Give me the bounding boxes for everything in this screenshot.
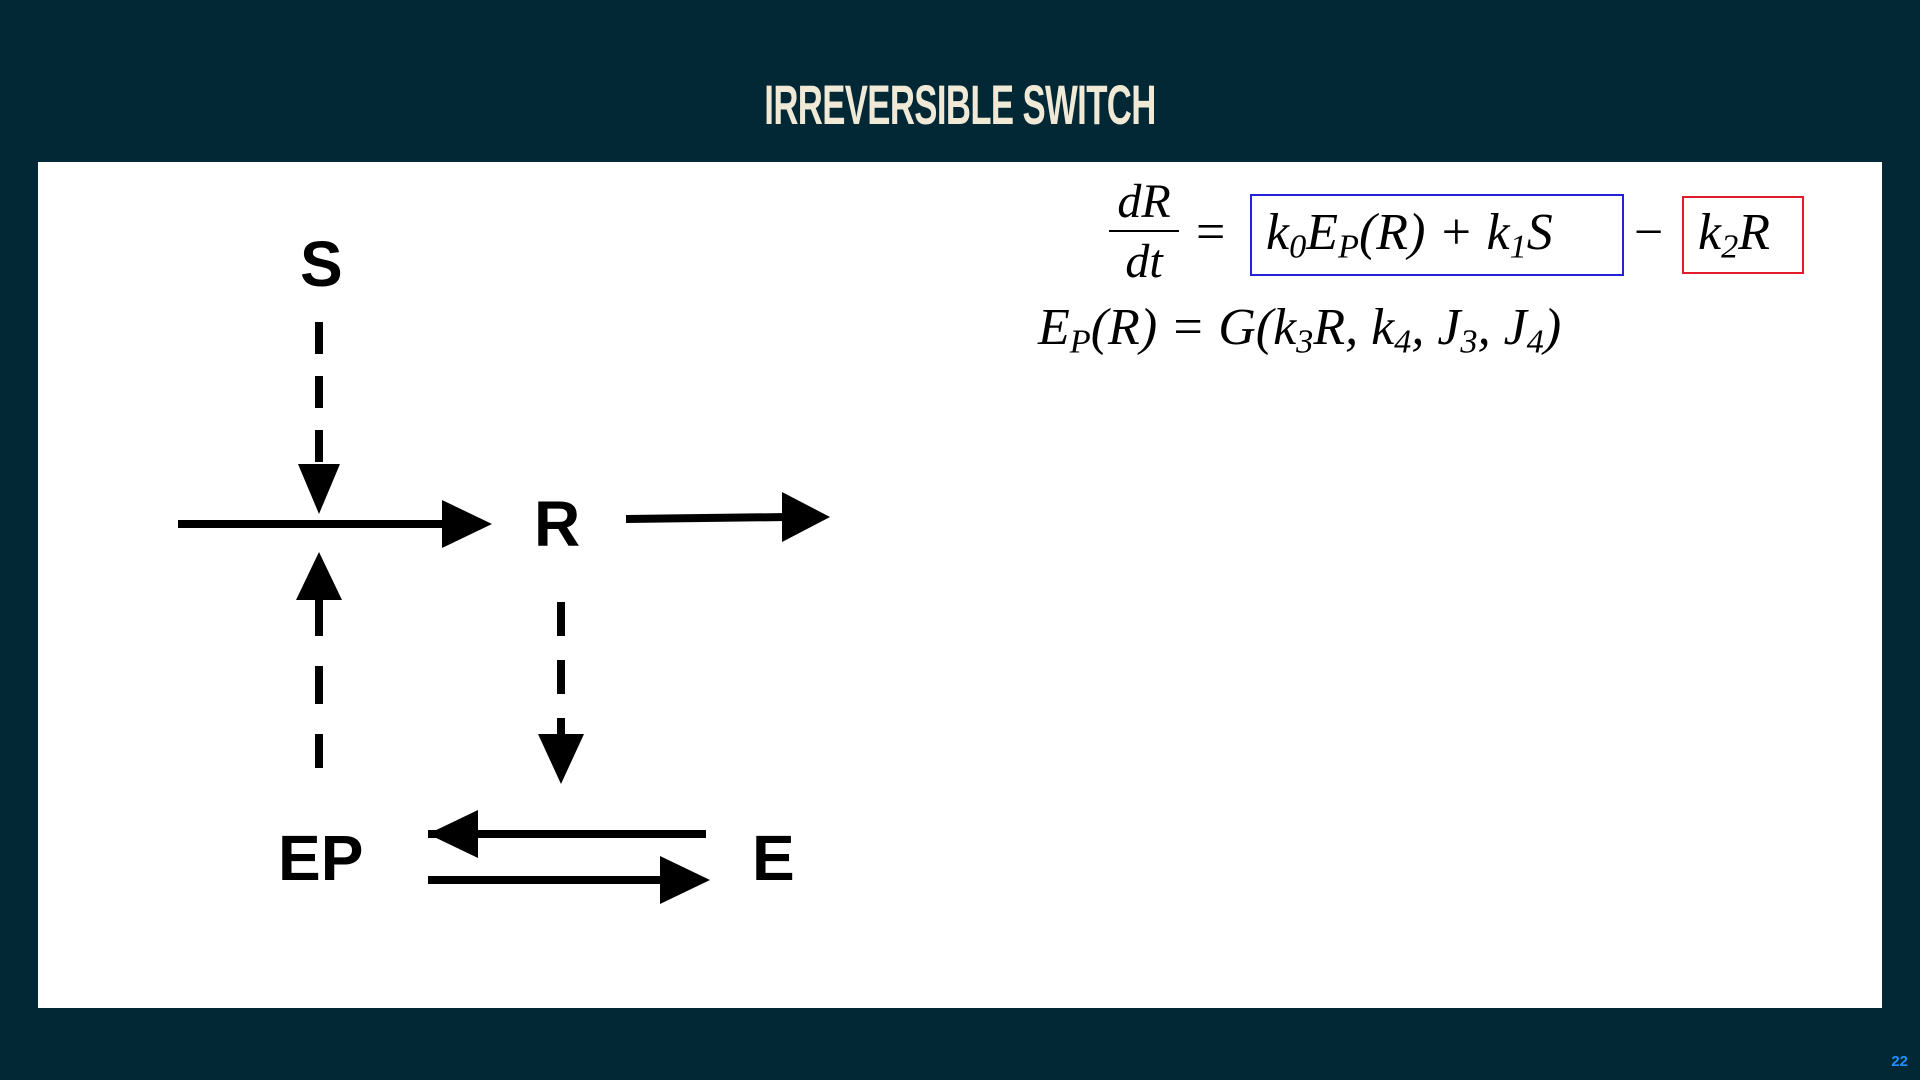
j3-subscript: 3: [1460, 322, 1478, 361]
eq1-minus: −: [1634, 204, 1664, 261]
reaction-diagram: [178, 322, 830, 904]
degradation-arrow-head: [782, 492, 830, 542]
page-number: 22: [1891, 1053, 1908, 1070]
r-symbol: R: [1738, 204, 1771, 261]
k2-symbol: k: [1698, 204, 1722, 261]
derivative-fraction: dR dt: [1109, 178, 1179, 286]
k4-subscript: 4: [1394, 322, 1412, 361]
node-e: E: [752, 822, 795, 894]
eq2-e-symbol: E: [1038, 299, 1070, 356]
eq2-after-k3: R, k: [1313, 299, 1395, 356]
degradation-arrow-line: [625, 513, 789, 523]
k1-subscript: 1: [1509, 227, 1527, 266]
eq2-middle: (R) = G(k: [1090, 299, 1297, 356]
content-panel: S R EP E dR dt = k0EP(R) + k1S − k2R EP(…: [38, 162, 1882, 1008]
derivative-denominator: dt: [1125, 235, 1163, 288]
degradation-term: k2R: [1698, 204, 1771, 264]
k2-subscript: 2: [1721, 227, 1739, 266]
node-r: R: [534, 488, 581, 560]
production-term-box: [1250, 194, 1624, 276]
eq2-after-k4: , J: [1411, 299, 1461, 356]
e-to-ep-arrow-head: [428, 810, 478, 858]
j4-subscript: 4: [1526, 322, 1544, 361]
r-dashed-arrow-head: [538, 734, 584, 784]
ep-symbol: E: [1306, 204, 1339, 261]
slide-title: IRREVERSIBLE SWITCH: [764, 73, 1156, 136]
node-ep: EP: [278, 822, 364, 894]
s-dashed-arrow-head: [298, 464, 340, 514]
eq2-close-paren: ): [1543, 299, 1562, 356]
k0-subscript: 0: [1289, 227, 1307, 266]
eq2-e-subscript: P: [1069, 322, 1091, 361]
production-term: k0EP(R) + k1S: [1266, 204, 1553, 264]
ep-to-e-arrow-head: [660, 856, 710, 904]
ep-subscript: P: [1338, 227, 1359, 266]
eq1-equals: =: [1196, 204, 1226, 261]
ep-dashed-arrow-head: [296, 552, 342, 600]
node-s: S: [300, 228, 343, 300]
derivative-numerator: dR: [1109, 178, 1179, 232]
ep-function-equation: EP(R) = G(k3R, k4, J3, J4): [1038, 299, 1562, 359]
s-symbol: S: [1526, 204, 1553, 261]
k3-subscript: 3: [1296, 322, 1314, 361]
production-arrow-head: [442, 500, 492, 548]
degradation-term-box: [1682, 196, 1804, 274]
production-term-middle: (R) + k: [1358, 204, 1510, 261]
k0-symbol: k: [1266, 204, 1290, 261]
eq2-after-j3: , J: [1477, 299, 1527, 356]
